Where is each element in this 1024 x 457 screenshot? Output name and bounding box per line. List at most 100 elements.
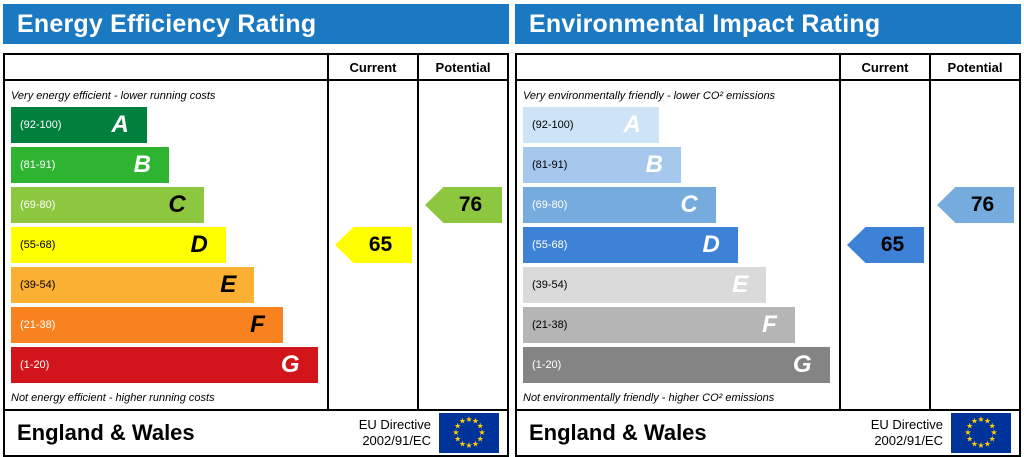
potential-value-column: 76 [929, 81, 1019, 409]
directive-line1: EU Directive [358, 416, 431, 432]
rating-band-c: (69-80) C [11, 187, 327, 223]
eu-star-icon: ★ [465, 441, 473, 450]
rating-band-d: (55-68) D [11, 227, 327, 263]
band-bar-f: (21-38) F [11, 307, 283, 343]
rating-band-f: (21-38) F [11, 307, 327, 343]
page-title: Energy Efficiency Rating [3, 4, 509, 44]
rating-band-e: (39-54) E [523, 267, 839, 303]
band-range-label: (92-100) [532, 119, 574, 131]
eu-star-icon: ★ [458, 416, 467, 426]
footer: England & Wales EU Directive 2002/91/EC … [5, 409, 507, 455]
band-bar-e: (39-54) E [11, 267, 255, 303]
eu-star-icon: ★ [458, 439, 467, 449]
eu-flag-icon: ★ ★ ★ ★ ★ ★ ★ ★ ★ ★ ★ ★ [951, 413, 1011, 453]
rating-bands: (92-100) A (81-91) B (69-80) C (55-68) D (39-54)… [11, 107, 327, 383]
band-letter-label: A [623, 111, 641, 138]
top-note: Very energy efficient - lower running co… [11, 90, 216, 102]
eu-star-icon: ★ [966, 421, 974, 431]
energy-efficiency-panel: Energy Efficiency Rating Current Potenti… [3, 4, 509, 457]
region-label: England & Wales [17, 420, 195, 445]
band-letter-label: B [133, 151, 151, 178]
bands-column: Very environmentally friendly - lower CO… [517, 81, 839, 409]
eu-star-icon: ★ [966, 434, 974, 444]
eu-star-icon: ★ [454, 421, 462, 431]
band-range-label: (81-91) [532, 159, 568, 171]
current-rating-arrow: 65 [335, 227, 412, 263]
header-spacer [5, 55, 327, 79]
band-letter-label: D [190, 231, 208, 258]
rating-band-a: (92-100) A [523, 107, 839, 143]
column-headers: Current Potential [5, 55, 507, 81]
chart-body: Very energy efficient - lower running co… [5, 81, 507, 409]
eu-star-icon: ★ [990, 428, 998, 437]
potential-rating-arrow: 76 [937, 187, 1014, 223]
band-bar-d: (55-68) D [11, 227, 226, 263]
band-range-label: (21-38) [532, 319, 568, 331]
eu-star-icon: ★ [977, 415, 985, 424]
current-value-column: 65 [839, 81, 929, 409]
bottom-note: Not environmentally friendly - higher CO… [523, 392, 775, 404]
page-title: Environmental Impact Rating [515, 4, 1021, 44]
potential-rating-arrow: 76 [425, 187, 502, 223]
eu-star-icon: ★ [977, 441, 985, 450]
rating-band-d: (55-68) D [523, 227, 839, 263]
current-column-header: Current [839, 55, 929, 79]
top-note: Very environmentally friendly - lower CO… [523, 90, 776, 102]
current-value-column: 65 [327, 81, 417, 409]
eu-star-icon: ★ [471, 416, 480, 426]
eu-star-icon: ★ [988, 421, 996, 431]
column-headers: Current Potential [517, 55, 1019, 81]
band-bar-c: (69-80) C [523, 187, 716, 223]
band-bar-g: (1-20) G [523, 347, 830, 383]
eu-star-icon: ★ [988, 434, 996, 444]
eu-star-icon: ★ [465, 415, 473, 424]
band-range-label: (55-68) [20, 239, 56, 251]
band-bar-g: (1-20) G [11, 347, 318, 383]
eu-star-icon: ★ [471, 439, 480, 449]
chart-body: Very environmentally friendly - lower CO… [517, 81, 1019, 409]
band-letter-label: C [168, 191, 186, 218]
band-range-label: (21-38) [20, 319, 56, 331]
eu-star-icon: ★ [478, 428, 486, 437]
bottom-note: Not energy efficient - higher running co… [11, 392, 215, 404]
rating-band-g: (1-20) G [523, 347, 839, 383]
eu-star-icon: ★ [452, 428, 460, 437]
band-bar-d: (55-68) D [523, 227, 738, 263]
eu-star-icon: ★ [970, 439, 979, 449]
header-spacer [517, 55, 839, 79]
eu-star-icon: ★ [454, 434, 462, 444]
band-range-label: (1-20) [20, 359, 50, 371]
band-bar-b: (81-91) B [11, 147, 169, 183]
current-column-header: Current [327, 55, 417, 79]
band-letter-label: E [732, 271, 749, 298]
rating-band-b: (81-91) B [11, 147, 327, 183]
footer: England & Wales EU Directive 2002/91/EC … [517, 409, 1019, 455]
band-letter-label: A [111, 111, 129, 138]
band-letter-label: D [702, 231, 720, 258]
band-letter-label: F [250, 311, 265, 338]
bands-column: Very energy efficient - lower running co… [5, 81, 327, 409]
region-label: England & Wales [529, 420, 707, 445]
directive-line2: 2002/91/EC [874, 433, 943, 448]
rating-bands: (92-100) A (81-91) B (69-80) C (55-68) D (39-54)… [523, 107, 839, 383]
band-bar-a: (92-100) A [11, 107, 147, 143]
rating-band-f: (21-38) F [523, 307, 839, 343]
rating-band-g: (1-20) G [11, 347, 327, 383]
band-letter-label: B [645, 151, 663, 178]
band-range-label: (69-80) [532, 199, 568, 211]
eu-star-icon: ★ [964, 428, 972, 437]
eu-star-icon: ★ [476, 434, 484, 444]
directive-line2: 2002/91/EC [362, 433, 431, 448]
band-letter-label: F [762, 311, 777, 338]
rating-band-c: (69-80) C [523, 187, 839, 223]
eu-star-icon: ★ [983, 439, 992, 449]
potential-value-column: 76 [417, 81, 507, 409]
rating-table: Current Potential Very environmentally f… [515, 53, 1021, 457]
environmental-impact-panel: Environmental Impact Rating Current Pote… [512, 0, 1024, 457]
band-range-label: (1-20) [532, 359, 562, 371]
eu-directive-label: EU Directive 2002/91/EC [359, 417, 431, 450]
eu-star-icon: ★ [983, 416, 992, 426]
directive-line1: EU Directive [870, 416, 943, 432]
band-range-label: (81-91) [20, 159, 56, 171]
